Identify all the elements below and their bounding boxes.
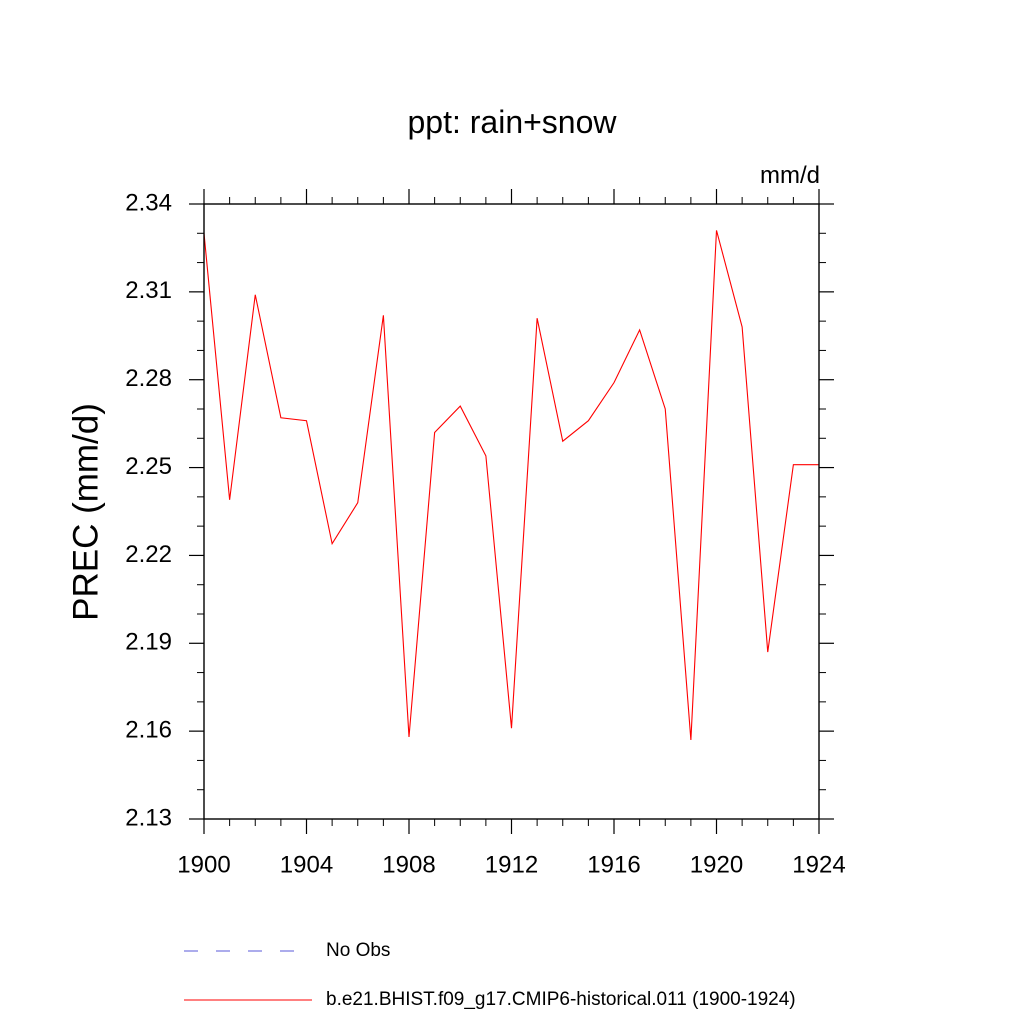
plot-frame bbox=[203, 203, 820, 820]
x-tick-label: 1900 bbox=[177, 851, 230, 878]
units-label: mm/d bbox=[760, 162, 820, 189]
x-tick-label: 1916 bbox=[587, 851, 640, 878]
legend-label: b.e21.BHIST.f09_g17.CMIP6-historical.011… bbox=[326, 989, 796, 1010]
y-tick-label: 2.34 bbox=[125, 189, 172, 216]
tick-labels: 2.13 2.16 2.19 2.22 2.25 2.28 2.31 2.34 1900 1904… bbox=[125, 189, 845, 878]
y-tick-label: 2.31 bbox=[125, 277, 172, 304]
y-tick-label: 2.19 bbox=[125, 629, 172, 656]
x-tick-label: 1908 bbox=[382, 851, 435, 878]
legend: No Obs b.e21.BHIST.f09_g17.CMIP6-historic… bbox=[184, 940, 796, 1010]
legend-label: No Obs bbox=[326, 940, 390, 961]
series-lines bbox=[203, 230, 819, 740]
x-tick-label: 1904 bbox=[280, 851, 333, 878]
y-axis-label: PREC (mm/d) bbox=[66, 403, 105, 621]
chart-title: ppt: rain+snow bbox=[407, 104, 617, 140]
y-tick-label: 2.13 bbox=[125, 804, 172, 831]
y-tick-label: 2.28 bbox=[125, 365, 172, 392]
y-tick-label: 2.25 bbox=[125, 453, 172, 480]
y-tick-label: 2.22 bbox=[125, 541, 172, 568]
axis-ticks bbox=[189, 189, 834, 834]
x-tick-label: 1924 bbox=[792, 851, 845, 878]
x-tick-label: 1912 bbox=[485, 851, 538, 878]
y-tick-label: 2.16 bbox=[125, 716, 172, 743]
x-tick-label: 1920 bbox=[690, 851, 743, 878]
series-line bbox=[203, 230, 819, 740]
